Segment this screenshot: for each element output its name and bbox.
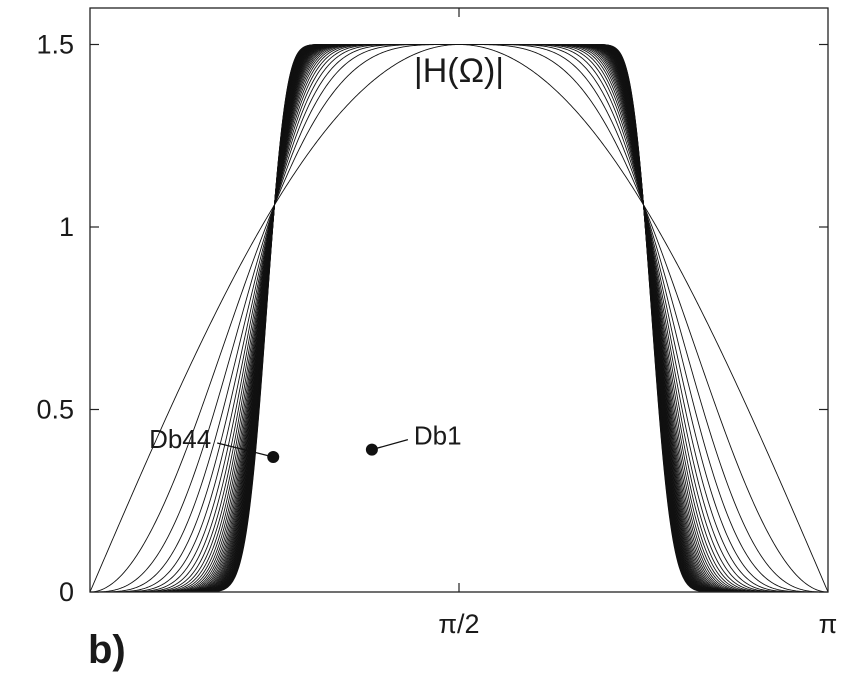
y-tick-label-1: 0.5 <box>36 395 74 425</box>
markers-layer: Db1 Db44 <box>149 421 462 463</box>
curves-layer <box>89 44 829 593</box>
annotation-leader-db44 <box>217 442 274 458</box>
plot-frame <box>89 7 829 593</box>
series-line-db5 <box>90 44 828 593</box>
annotation-leader-db1 <box>371 439 409 451</box>
y-tick-label-0: 0 <box>59 577 74 607</box>
y-tick-label-2: 1 <box>59 212 74 242</box>
chart-title: |H(Ω)| <box>414 52 504 90</box>
x-tick-label-0: π/2 <box>438 609 479 639</box>
annotation-label-db1: Db1 <box>414 421 462 451</box>
x-tick-label-1: π <box>819 609 838 639</box>
ticks-layer: 0 0.5 1 1.5 π/2 π <box>36 8 837 639</box>
annotation-label-db44: Db44 <box>149 424 211 454</box>
panel-label: b) <box>88 628 126 672</box>
y-tick-label-3: 1.5 <box>36 30 74 60</box>
